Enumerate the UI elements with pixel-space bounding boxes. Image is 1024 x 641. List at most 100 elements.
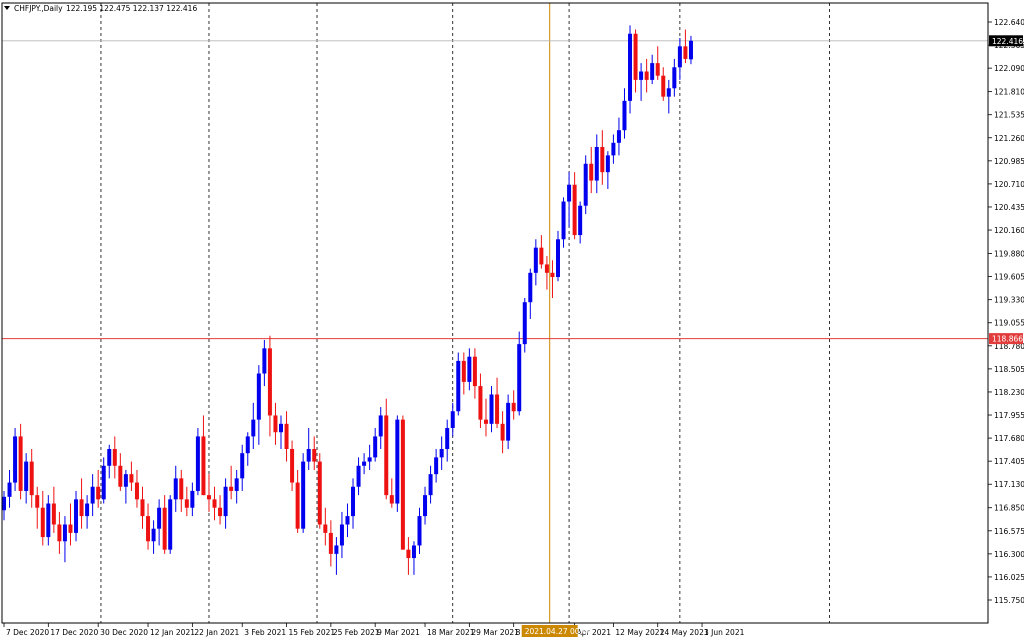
- candle-body: [40, 507, 45, 538]
- dropdown-triangle-icon[interactable]: [4, 6, 10, 10]
- ohlc-readout: 122.195 122.475 122.137 122.416: [66, 4, 197, 13]
- candle-body: [301, 461, 306, 529]
- candle-body: [306, 448, 311, 462]
- candle-body: [434, 457, 439, 475]
- candle-body: [251, 419, 256, 437]
- candle-body: [168, 499, 173, 550]
- candle-body: [345, 516, 350, 525]
- candle-body: [517, 344, 522, 412]
- candle-body: [279, 423, 283, 433]
- candle-body: [46, 503, 51, 538]
- candle-body: [362, 461, 367, 466]
- candle-body: [672, 67, 677, 89]
- crosshair-date-label: 2021.04.27 00:00: [525, 627, 592, 636]
- candle-body: [262, 348, 267, 374]
- candle-body: [68, 524, 73, 533]
- candle-body: [206, 495, 211, 500]
- y-tick-label: 117.955: [994, 411, 1024, 420]
- y-tick-label: 116.575: [994, 527, 1024, 536]
- candle-body: [356, 465, 361, 487]
- x-tick-label: 17 Dec 2020: [50, 628, 98, 637]
- candle-body: [550, 272, 555, 278]
- candle-body: [179, 478, 184, 500]
- candle-body: [112, 448, 117, 466]
- y-tick-label: 119.880: [994, 250, 1024, 259]
- x-tick-label: 22 Jan 2021: [194, 628, 239, 637]
- y-tick-label: 116.300: [994, 550, 1024, 559]
- candle-body: [600, 146, 605, 173]
- candle-body: [273, 415, 278, 433]
- y-tick-label: 117.405: [994, 457, 1024, 466]
- candle-body: [373, 436, 378, 458]
- crosshair-date-box: [521, 625, 578, 637]
- x-tick-label: 29 Mar 2021: [471, 628, 519, 637]
- y-tick-label: 117.680: [994, 434, 1024, 443]
- candle-body: [395, 419, 400, 504]
- candle-body: [24, 461, 29, 491]
- candle-body: [666, 88, 671, 97]
- candle-body: [245, 436, 250, 454]
- candle-body: [290, 448, 295, 483]
- candle-body: [633, 33, 638, 80]
- x-tick-label: 3 Feb 2021: [244, 628, 286, 637]
- candle-body: [2, 496, 6, 511]
- y-tick-label: 118.780: [994, 342, 1024, 351]
- x-tick-label: 12 May 2021: [615, 628, 664, 637]
- candle-body: [683, 46, 688, 59]
- candle-body: [528, 272, 533, 303]
- candle-body: [650, 63, 655, 80]
- candle-body: [351, 486, 356, 517]
- candle-body: [57, 524, 62, 542]
- candle-body: [589, 163, 594, 181]
- candle-body: [611, 142, 616, 156]
- candle-body: [190, 490, 195, 508]
- candle-body: [267, 348, 272, 416]
- y-tick-label: 120.435: [994, 203, 1024, 212]
- candle-body: [129, 474, 134, 483]
- level-price-tag-label: 118.866: [992, 335, 1023, 344]
- candle-body: [134, 482, 139, 500]
- candle-body: [677, 46, 682, 68]
- candle-body: [622, 100, 627, 131]
- y-tick-label: 119.055: [994, 319, 1024, 328]
- candle-body: [339, 524, 344, 546]
- candle-body: [561, 201, 566, 240]
- y-tick-label: 120.710: [994, 180, 1024, 189]
- candle-body: [616, 130, 621, 143]
- y-tick-label: 121.260: [994, 134, 1024, 143]
- horizontal-price-lines: [2, 40, 988, 340]
- candle-body: [450, 411, 455, 429]
- candle-body: [317, 461, 322, 525]
- candle-body: [7, 482, 12, 497]
- vertical-grid-lines: [100, 3, 830, 623]
- candle-body: [594, 146, 599, 181]
- candle-body: [13, 436, 18, 483]
- candle-body: [389, 495, 394, 504]
- candle-body: [539, 247, 544, 265]
- candle-body: [578, 205, 583, 236]
- candle-body: [96, 486, 101, 500]
- candle-body: [567, 184, 572, 202]
- x-tick-label: 12 Jan 2021: [150, 628, 195, 637]
- candle-body: [90, 486, 95, 504]
- candle-body: [483, 419, 488, 424]
- candle-body: [605, 155, 610, 173]
- candle-body: [384, 415, 389, 496]
- x-tick-label: 24 May 2021: [660, 628, 709, 637]
- x-tick-label: 15 Feb 2021: [289, 628, 336, 637]
- y-tick-label: 121.810: [994, 88, 1024, 97]
- candle-body: [439, 448, 444, 458]
- candle-body: [544, 264, 549, 273]
- candle-body: [284, 423, 289, 449]
- chart-header: CHFJPY.,Daily 122.195 122.475 122.137 12…: [4, 4, 197, 13]
- candle-body: [118, 465, 123, 487]
- candle-body: [334, 545, 339, 554]
- y-tick-label: 118.505: [994, 365, 1024, 374]
- candle-body: [511, 402, 516, 412]
- candle-body: [688, 40, 693, 60]
- x-tick-label: 25 Feb 2021: [333, 628, 380, 637]
- candle-body: [533, 247, 538, 273]
- y-tick-label: 121.535: [994, 111, 1024, 120]
